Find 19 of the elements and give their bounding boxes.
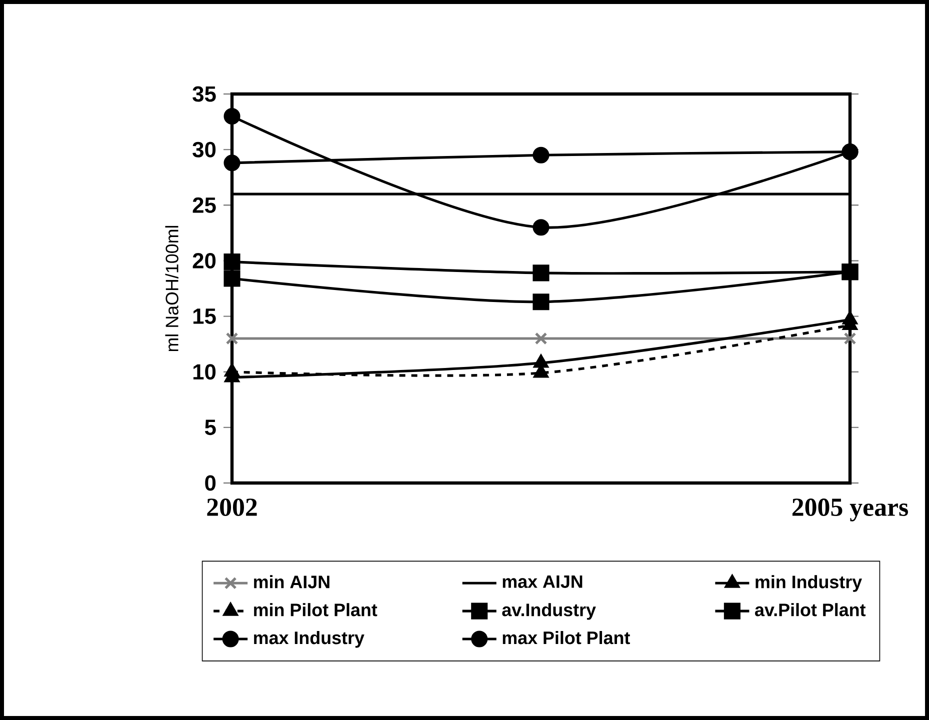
y-tick-label: 30 [192,142,216,158]
y-tick-label: 25 [192,197,216,213]
y-tick-label: 10 [193,364,216,380]
legend-label: av.Industry [502,603,596,620]
y-tick-label: 15 [193,308,216,324]
y-tick-label: 20 [192,252,216,268]
legend-label: max AIJN [502,575,582,588]
x-tick-label: 2005 years [792,498,908,522]
legend-label: min Industry [756,575,862,592]
legend-label: max Pilot Plant [502,631,630,644]
x-tick-label: 2002 [207,498,257,516]
legend-label: av.Pilot Plant [755,603,866,616]
y-axis-title: ml NaOH/100ml [165,226,178,352]
y-tick-label: 5 [204,420,216,436]
y-tick-label: 35 [192,86,216,102]
legend-label: max Industry [254,631,364,648]
y-tick-label: 0 [205,475,216,491]
legend-label: min AIJN [254,575,330,588]
legend-label: min Pilot Plant [254,603,378,616]
